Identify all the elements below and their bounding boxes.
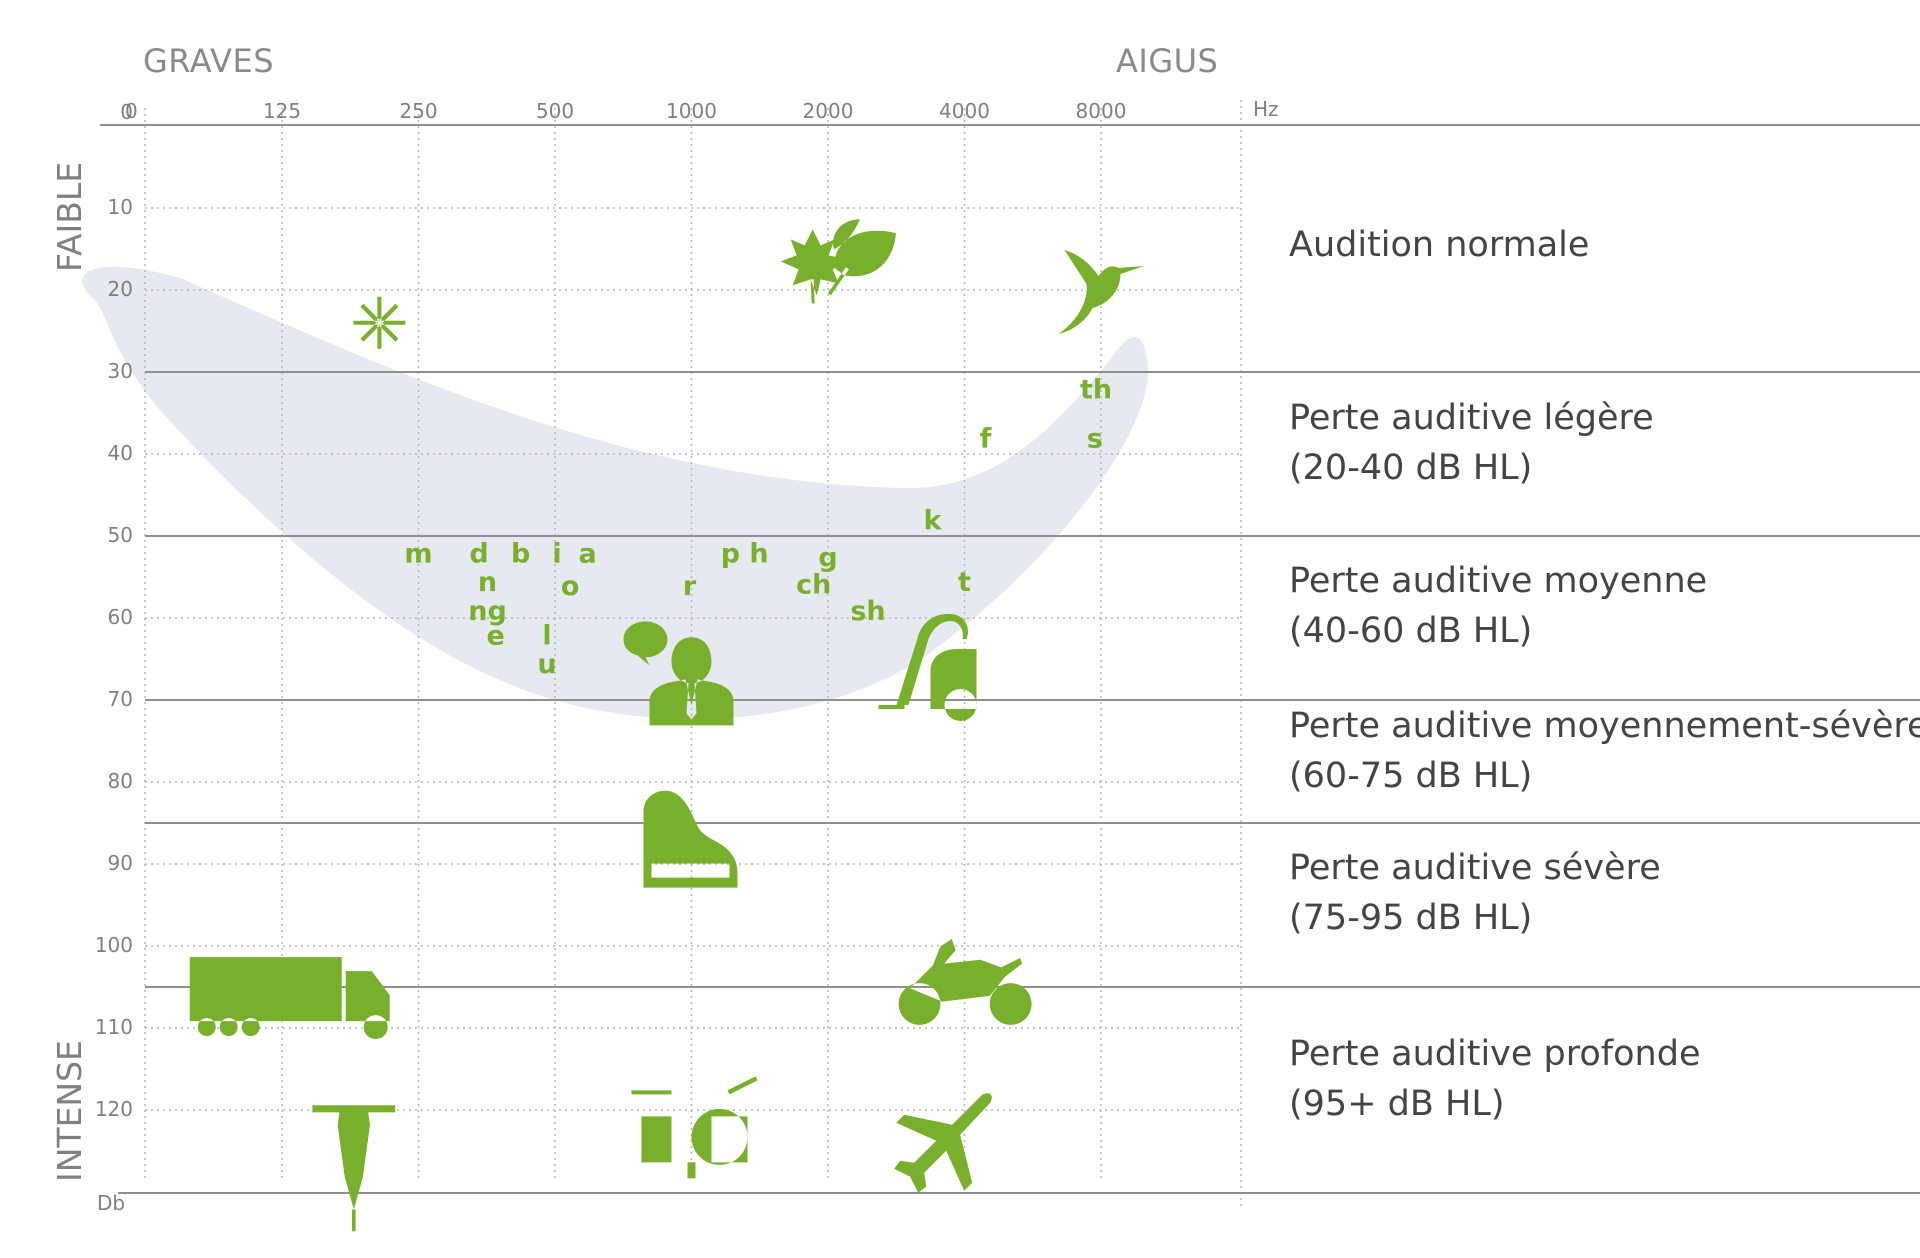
frequency-tick-label: 8000 <box>1076 99 1127 123</box>
level-tick-label: 90 <box>108 851 133 875</box>
speech-sound-label: r <box>683 571 697 602</box>
frequency-tick-label: 500 <box>536 99 574 123</box>
speech-sound-label: o <box>561 571 580 602</box>
zone-range-line: (95+ dB HL) <box>1289 1084 1505 1124</box>
speech-sound-label: a <box>578 538 596 569</box>
speech-sound-label: t <box>958 567 971 598</box>
leaves-icon <box>827 219 896 296</box>
speech-sound-label: d <box>469 538 488 569</box>
zone-label-line: Perte auditive profonde <box>1289 1034 1701 1074</box>
level-tick-label: 30 <box>108 359 133 383</box>
zone-label-line: Audition normale <box>1289 225 1590 265</box>
level-tick-label: 60 <box>108 605 133 629</box>
airplane-icon <box>894 1093 992 1193</box>
speech-sound-label: m <box>404 538 432 569</box>
zone-label-line: Perte auditive moyennement-sévère <box>1289 706 1920 746</box>
level-tick-label: 120 <box>95 1097 133 1121</box>
speech-sound-label: s <box>1087 424 1103 455</box>
speech-sound-label: k <box>924 506 943 537</box>
db-unit-label: Db <box>97 1191 126 1215</box>
zone-label-normal: Audition normale <box>1289 220 1589 270</box>
truck-icon <box>189 957 390 1040</box>
zone-range-line: (20-40 dB HL) <box>1289 448 1533 488</box>
level-tick-label: 10 <box>108 195 133 219</box>
frequency-tick-label: 2000 <box>803 99 854 123</box>
zone-label-line: Perte auditive moyenne <box>1289 561 1708 601</box>
speech-sound-label: p h <box>721 538 769 569</box>
zone-label-profound: Perte auditive profonde (95+ dB HL) <box>1289 1029 1700 1129</box>
zone-label-mild: Perte auditive légère (20-40 dB HL) <box>1289 393 1654 493</box>
level-tick-label: 20 <box>108 277 133 301</box>
moon-icon <box>434 237 455 278</box>
speaking-person-icon <box>623 621 734 726</box>
drum-kit-icon <box>631 1076 758 1179</box>
zone-label-line: Perte auditive légère <box>1289 398 1654 438</box>
zone-label-moderate: Perte auditive moyenne (40-60 dB HL) <box>1289 556 1707 656</box>
speech-sound-label: e <box>487 620 505 651</box>
leaf-icon <box>780 229 847 304</box>
speech-sound-label: u <box>537 649 556 680</box>
zone-label-severe: Perte auditive sévère (75-95 dB HL) <box>1289 843 1661 943</box>
speech-sound-label: ch <box>796 570 831 601</box>
speech-sound-label: ng <box>468 596 507 627</box>
level-tick-label: 50 <box>108 523 133 547</box>
level-tick-label: 80 <box>108 769 133 793</box>
hz-unit-label: Hz <box>1253 97 1279 121</box>
jackhammer-icon <box>312 1105 396 1232</box>
speech-sound-label: th <box>1080 374 1112 405</box>
speech-sound-label: b <box>511 538 530 569</box>
soft-sound-label: FAIBLE <box>50 161 89 272</box>
speech-banana-area <box>82 266 1149 720</box>
level-tick-label: 100 <box>95 933 133 957</box>
high-frequency-header: AIGUS <box>1116 42 1219 80</box>
frequency-tick-label: 0 <box>125 99 138 123</box>
speech-sound-label: sh <box>850 596 885 627</box>
level-tick-label: 110 <box>95 1015 133 1039</box>
frequency-tick-label: 1000 <box>666 99 717 123</box>
zone-label-moderately-severe: Perte auditive moyennement-sévère (60-75 … <box>1289 701 1920 801</box>
level-tick-label: 40 <box>108 441 133 465</box>
piano-icon <box>643 790 738 888</box>
zone-label-line: Perte auditive sévère <box>1289 848 1661 888</box>
motorcycle-icon <box>898 938 1032 1025</box>
zone-range-line: (75-95 dB HL) <box>1289 898 1533 938</box>
low-frequency-header: GRAVES <box>143 42 274 80</box>
zone-range-line: (40-60 dB HL) <box>1289 611 1533 651</box>
snowflake-icon <box>353 296 406 349</box>
speech-sound-label: f <box>980 424 992 455</box>
speech-sound-label: n <box>478 567 497 598</box>
frequency-tick-label: 125 <box>263 99 301 123</box>
loud-sound-label: INTENSE <box>50 1040 89 1182</box>
zone-range-line: (60-75 dB HL) <box>1289 756 1533 796</box>
vacuum-cleaner-icon <box>878 613 977 721</box>
frequency-tick-label: 250 <box>399 99 437 123</box>
hummingbird-icon <box>1058 250 1145 334</box>
level-tick-label: 0 <box>120 100 133 124</box>
speech-sound-label: l <box>542 620 551 651</box>
level-tick-label: 70 <box>108 687 133 711</box>
speech-sound-label: g <box>818 543 837 574</box>
frequency-tick-label: 4000 <box>939 99 990 123</box>
speech-sound-label: i <box>552 538 561 569</box>
